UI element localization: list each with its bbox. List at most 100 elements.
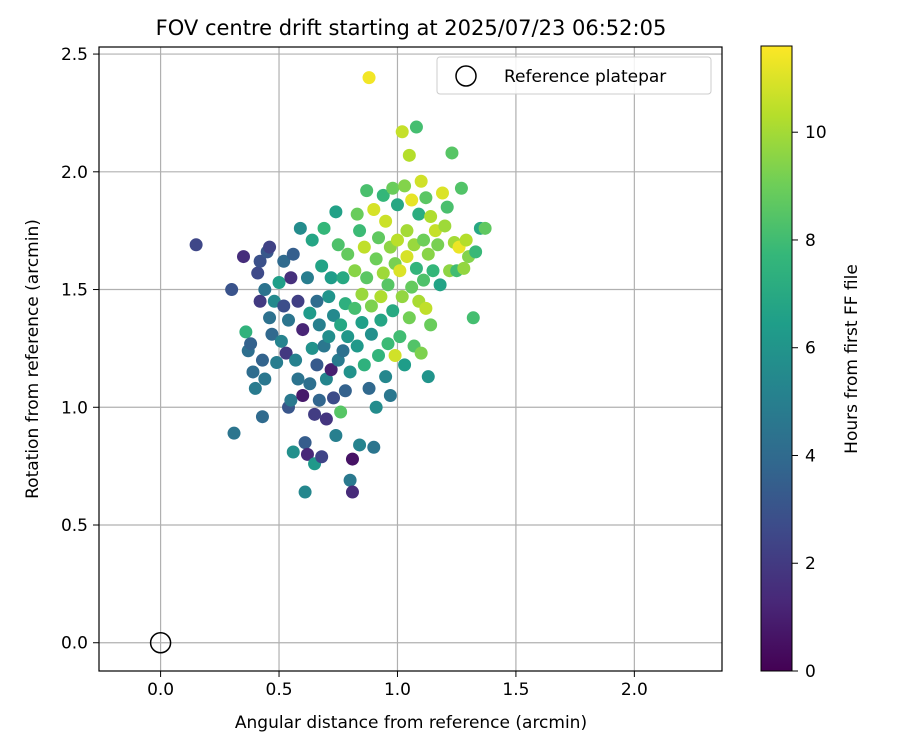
- data-point: [236, 250, 250, 264]
- data-point: [308, 407, 322, 421]
- data-point: [272, 275, 286, 289]
- data-point: [421, 370, 435, 384]
- data-point: [324, 271, 338, 285]
- x-axis-label: Angular distance from reference (arcmin): [235, 713, 587, 733]
- data-point: [263, 240, 277, 254]
- data-point: [286, 445, 300, 459]
- data-point: [315, 450, 329, 464]
- data-point: [341, 247, 355, 261]
- legend: Reference platepar: [436, 56, 712, 95]
- data-point: [291, 294, 305, 308]
- colorbar-tick-label: 4: [805, 446, 816, 466]
- data-point: [225, 283, 239, 297]
- data-point: [440, 200, 454, 214]
- data-point: [305, 341, 319, 355]
- data-point: [419, 301, 433, 315]
- data-point: [431, 238, 445, 252]
- data-point: [362, 71, 376, 85]
- data-point: [459, 233, 473, 247]
- data-point: [284, 271, 298, 285]
- data-point: [253, 294, 267, 308]
- data-point: [310, 358, 324, 372]
- x-tick-label: 1.0: [384, 680, 411, 700]
- y-axis-ticks: 0.0 0.5 1.0 1.5 2.0 2.5: [61, 45, 99, 654]
- data-points: [189, 71, 492, 499]
- data-point: [445, 146, 459, 160]
- data-point: [327, 391, 341, 405]
- data-point: [277, 254, 291, 268]
- data-point: [478, 221, 492, 235]
- data-point: [364, 299, 378, 313]
- data-point: [469, 245, 483, 259]
- data-point: [317, 221, 331, 235]
- data-point: [336, 344, 350, 358]
- data-point: [324, 363, 338, 377]
- data-point: [357, 240, 371, 254]
- x-tick-label: 2.0: [621, 680, 648, 700]
- data-point: [398, 179, 412, 193]
- data-point: [315, 259, 329, 273]
- data-point: [277, 299, 291, 313]
- colorbar-tick-label: 8: [805, 231, 816, 251]
- data-point: [253, 254, 267, 268]
- data-point: [303, 377, 317, 391]
- data-point: [244, 337, 258, 351]
- data-point: [364, 327, 378, 341]
- data-point: [341, 330, 355, 344]
- data-point: [426, 264, 440, 278]
- colorbar-tick-label: 0: [805, 662, 816, 682]
- data-point: [374, 290, 388, 304]
- data-point: [381, 337, 395, 351]
- data-point: [400, 250, 414, 264]
- data-point: [312, 393, 326, 407]
- legend-open-circle-marker: [455, 65, 477, 87]
- data-point: [360, 184, 374, 198]
- data-point: [270, 356, 284, 370]
- data-point: [348, 301, 362, 315]
- data-point: [412, 207, 426, 221]
- data-point: [405, 280, 419, 294]
- data-point: [409, 261, 423, 275]
- data-point: [338, 384, 352, 398]
- data-point: [258, 372, 272, 386]
- data-point: [251, 266, 265, 280]
- data-point: [305, 233, 319, 247]
- data-point: [466, 311, 480, 325]
- data-point: [355, 287, 369, 301]
- data-point: [336, 271, 350, 285]
- data-point: [388, 348, 402, 362]
- data-point: [424, 210, 438, 224]
- data-point: [393, 264, 407, 278]
- data-point: [300, 447, 314, 461]
- data-point: [376, 188, 390, 202]
- data-point: [350, 207, 364, 221]
- data-point: [246, 365, 260, 379]
- data-point: [393, 330, 407, 344]
- data-point: [329, 205, 343, 219]
- data-point: [312, 318, 326, 332]
- data-point: [334, 318, 348, 332]
- data-point: [296, 388, 310, 402]
- data-point: [343, 365, 357, 379]
- y-axis-label: Rotation from reference (arcmin): [23, 219, 43, 499]
- y-tick-label: 1.5: [61, 281, 88, 301]
- data-point: [353, 224, 367, 238]
- data-point: [255, 353, 269, 367]
- data-point: [331, 238, 345, 252]
- data-point: [322, 330, 336, 344]
- data-point: [367, 440, 381, 454]
- data-point: [414, 174, 428, 188]
- data-point: [334, 405, 348, 419]
- data-point: [433, 278, 447, 292]
- data-point: [282, 313, 296, 327]
- data-point: [438, 219, 452, 233]
- data-point: [343, 473, 357, 487]
- data-point: [414, 346, 428, 360]
- data-point: [409, 120, 423, 134]
- x-tick-label: 0.0: [147, 680, 174, 700]
- data-point: [189, 238, 203, 252]
- data-point: [303, 306, 317, 320]
- data-point: [395, 125, 409, 139]
- reference-platepar-marker: [149, 631, 172, 654]
